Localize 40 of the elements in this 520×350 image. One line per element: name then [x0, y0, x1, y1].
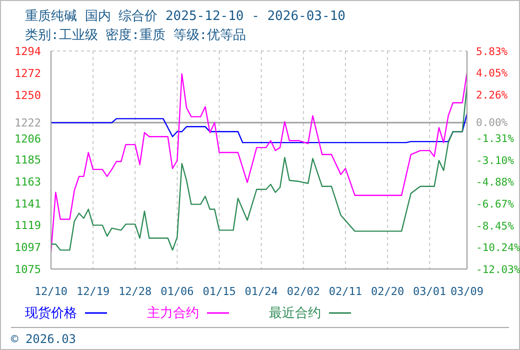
- y2-tick-label: -6.67%: [476, 198, 515, 211]
- y-tick-label: 1272: [14, 66, 41, 80]
- y2-tick-label: 5.83%: [476, 46, 508, 58]
- y-tick-label: 1119: [14, 219, 41, 232]
- x-tick-label: 02/11: [328, 284, 362, 298]
- y-tick-label: 1075: [14, 263, 41, 276]
- y2-tick-label: -12.03%: [476, 264, 520, 276]
- y2-tick-label: 2.26%: [476, 90, 508, 102]
- legend-label: 现货价格: [25, 305, 77, 322]
- x-tick-label: 12/19: [76, 284, 110, 298]
- y-tick-label: 1185: [14, 154, 41, 166]
- y-tick-label: 1250: [14, 88, 41, 102]
- legend-label: 主力合约: [147, 305, 199, 322]
- y2-tick-label: 4.05%: [476, 68, 508, 80]
- y-tick-label: 1141: [14, 197, 41, 210]
- y-tick-label: 1222: [14, 116, 41, 130]
- y-tick-label: 1294: [14, 45, 42, 58]
- y2-tick-label: -8.45%: [476, 220, 515, 232]
- chart-subtitle: 类别:工业级 密度:重质 等级:优等品: [25, 27, 246, 44]
- y2-tick-label: -3.10%: [476, 155, 515, 167]
- x-tick-label: 12/28: [118, 284, 152, 298]
- x-tick-label: 03/01: [413, 284, 446, 298]
- x-tick-label: 12/10: [34, 284, 68, 298]
- x-tick-label: 02/20: [370, 284, 404, 298]
- legend-label: 最近合约: [269, 305, 321, 322]
- x-tick-label: 01/06: [160, 284, 194, 298]
- text: © 2026.03: [11, 332, 76, 346]
- x-tick-label: 02/02: [286, 284, 320, 298]
- chart-title: 重质纯碱 国内 综合价 2025-12-10 - 2026-03-10: [25, 8, 346, 25]
- y-tick-label: 1206: [14, 132, 41, 146]
- x-tick-label: 01/24: [244, 284, 278, 298]
- x-tick-label: 01/15: [202, 284, 236, 298]
- x-tick-label: 03/09: [450, 284, 484, 298]
- y2-tick-label: -4.88%: [476, 176, 515, 189]
- line-series: [51, 113, 467, 144]
- y-tick-label: 1163: [14, 175, 41, 188]
- y2-tick-label: -10.24%: [476, 242, 520, 254]
- y-tick-label: 1097: [14, 241, 41, 254]
- y2-tick-label: -1.31%: [476, 133, 515, 146]
- y2-tick-label: 0.00%: [476, 117, 508, 130]
